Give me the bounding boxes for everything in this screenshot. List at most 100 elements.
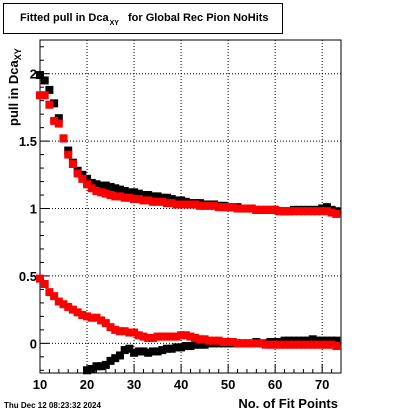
series-2-point xyxy=(304,336,313,345)
series-0-point xyxy=(158,193,167,202)
series-3-point xyxy=(172,332,181,341)
series-3-point xyxy=(275,340,284,349)
series-2-point xyxy=(280,336,289,345)
series-0-point xyxy=(36,71,44,80)
series-2-point xyxy=(153,347,162,356)
series-3-point xyxy=(144,333,153,342)
series-3-point xyxy=(87,313,96,322)
series-2-point xyxy=(87,364,96,373)
series-1-point xyxy=(115,192,124,201)
series-0-point xyxy=(111,184,120,193)
series-2-point xyxy=(83,366,92,375)
series-1-point xyxy=(186,200,195,209)
series-2-point xyxy=(120,346,129,355)
series-1-point xyxy=(228,203,237,212)
series-0-point xyxy=(106,182,115,191)
series-3-point xyxy=(153,332,162,341)
series-3-point xyxy=(177,331,186,340)
series-1-point xyxy=(139,196,148,205)
series-3-point xyxy=(181,331,190,340)
series-2-point xyxy=(318,336,327,345)
series-3-point xyxy=(195,335,204,344)
series-1-point xyxy=(167,199,176,208)
series-2-point xyxy=(111,354,120,363)
series-3-point xyxy=(101,319,110,328)
x-tick-label: 50 xyxy=(221,377,235,392)
series-1-point xyxy=(318,207,327,216)
series-1-point xyxy=(87,184,96,193)
series-3-point xyxy=(68,305,77,314)
series-1-point xyxy=(224,203,233,212)
series-1-point xyxy=(332,209,341,218)
series-3-point xyxy=(139,332,148,341)
series-3-point xyxy=(242,339,251,348)
series-1-point xyxy=(299,207,308,216)
series-3-point xyxy=(299,340,308,349)
y-tick-label: 0 xyxy=(30,336,37,351)
series-3-point xyxy=(289,340,298,349)
x-tick-label: 70 xyxy=(315,377,329,392)
series-1-point xyxy=(134,195,143,204)
series-1-point xyxy=(120,193,129,202)
series-3-point xyxy=(219,337,228,346)
y-axis-label: pull in DcaXY xyxy=(6,48,23,126)
series-0-point xyxy=(130,188,139,197)
series-3-point xyxy=(167,332,176,341)
series-3-point xyxy=(148,333,157,342)
series-3-point xyxy=(92,313,101,322)
datestamp: Thu Dec 12 08:23:32 2024 xyxy=(4,401,101,410)
chart-title: Fitted pull in DcaXY for Global Rec Pion … xyxy=(20,12,269,27)
series-3-point xyxy=(327,340,336,349)
series-1-point xyxy=(162,199,171,208)
series-0-point xyxy=(115,185,124,194)
series-3-point xyxy=(130,328,139,337)
series-3-point xyxy=(214,336,223,345)
series-3-point xyxy=(186,332,195,341)
series-3-point xyxy=(238,339,247,348)
series-0-point xyxy=(64,146,73,155)
series-3-point xyxy=(228,337,237,346)
series-3-point xyxy=(50,292,59,301)
series-0-point xyxy=(148,192,157,201)
series-1-point xyxy=(54,119,63,128)
y-axis-label-prefix: pull in Dca xyxy=(6,60,21,126)
series-3-point xyxy=(313,340,322,349)
series-1-point xyxy=(238,204,247,213)
series-2-point xyxy=(92,362,101,371)
series-3-point xyxy=(233,339,242,348)
series-0-point xyxy=(45,85,54,94)
series-1-point xyxy=(280,207,289,216)
series-0-point xyxy=(97,181,106,190)
series-0-point xyxy=(54,114,63,123)
series-1-point xyxy=(181,200,190,209)
series-1-point xyxy=(205,201,214,210)
series-0-point xyxy=(50,99,59,108)
series-1-point xyxy=(73,169,82,178)
series-2-point xyxy=(97,362,106,371)
series-3-point xyxy=(36,274,44,283)
series-2-point xyxy=(186,342,195,351)
series-3-point xyxy=(294,340,303,349)
series-2-point xyxy=(200,340,209,349)
series-2-point xyxy=(167,344,176,353)
series-1-point xyxy=(111,192,120,201)
series-3-point xyxy=(252,339,261,348)
y-tick-label: 2 xyxy=(30,67,37,82)
series-2-point xyxy=(162,344,171,353)
y-tick-label: 0.5 xyxy=(19,269,37,284)
series-3-point xyxy=(205,336,214,345)
x-tick-label: 40 xyxy=(174,377,188,392)
series-1-point xyxy=(177,200,186,209)
series-3-point xyxy=(304,340,313,349)
series-0-point xyxy=(101,181,110,190)
series-1-point xyxy=(106,191,115,200)
series-1-point xyxy=(83,180,92,189)
series-2-point xyxy=(191,340,200,349)
series-1-point xyxy=(308,207,317,216)
series-1-point xyxy=(214,203,223,212)
series-1-point xyxy=(275,207,284,216)
series-3-point xyxy=(247,339,256,348)
series-1-point xyxy=(125,193,134,202)
series-3-point xyxy=(134,331,143,340)
chart-title-box: Fitted pull in DcaXY for Global Rec Pion … xyxy=(3,3,283,34)
